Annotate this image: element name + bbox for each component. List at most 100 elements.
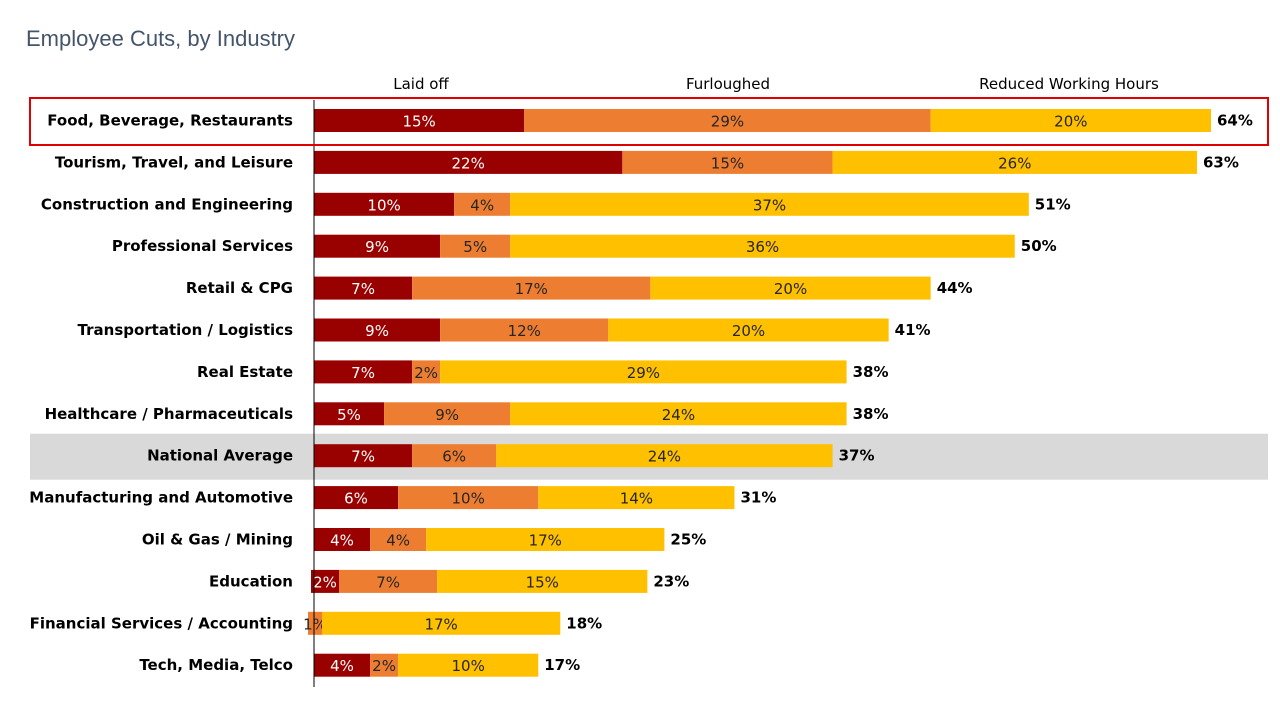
bar-segment <box>384 402 511 426</box>
segment-label: 17% <box>529 532 562 550</box>
segment-label: 24% <box>662 406 695 424</box>
segment-label: 37% <box>753 196 786 214</box>
category-label: Tech, Media, Telco <box>139 656 293 674</box>
segment-label: 7% <box>376 573 400 591</box>
segment-label: 17% <box>424 615 457 633</box>
bar-segment <box>314 318 441 342</box>
segment-label: 9% <box>365 238 389 256</box>
bar-segment <box>412 444 497 468</box>
legend-label-1: Furloughed <box>686 75 770 93</box>
segment-label: 12% <box>508 322 541 340</box>
bar-segment <box>608 318 889 342</box>
bar-segment <box>370 528 427 551</box>
bar-segment <box>437 569 648 593</box>
category-label: Manufacturing and Automotive <box>29 489 293 507</box>
category-label: National Average <box>147 447 293 465</box>
segment-label: 29% <box>627 364 660 382</box>
bar-segment <box>314 192 455 216</box>
bar-segment <box>339 569 438 593</box>
category-label: Financial Services / Accounting <box>30 614 293 632</box>
category-label: Construction and Engineering <box>41 195 293 213</box>
bar-segment <box>314 150 623 174</box>
segment-label: 5% <box>337 406 361 424</box>
legend-label-0: Laid off <box>393 75 449 93</box>
segment-label: 2% <box>414 364 438 382</box>
segment-label: 10% <box>452 490 485 508</box>
bar-segment <box>510 234 1015 258</box>
bar-segment <box>314 360 413 384</box>
segment-label: 4% <box>330 532 354 550</box>
segment-label: 6% <box>344 490 368 508</box>
segment-label: 17% <box>515 280 548 298</box>
segment-label: 4% <box>386 532 410 550</box>
total-label: 44% <box>937 279 973 297</box>
total-label: 63% <box>1203 153 1239 171</box>
chart-title: Employee Cuts, by Industry <box>26 26 296 51</box>
bar-segment <box>322 611 561 635</box>
total-label: 17% <box>544 656 580 674</box>
segment-label: 7% <box>351 448 375 466</box>
segment-label: 6% <box>442 448 466 466</box>
segment-label: 20% <box>1054 113 1087 131</box>
total-label: 50% <box>1021 237 1057 255</box>
bar-segment <box>370 653 399 677</box>
bar-segment <box>412 360 441 384</box>
segment-label: 20% <box>732 322 765 340</box>
bar-segment <box>311 569 340 593</box>
bar-segment <box>314 486 399 510</box>
segment-label: 4% <box>470 196 494 214</box>
bar-segment <box>622 150 833 174</box>
bar-segment <box>398 653 539 677</box>
category-label: Oil & Gas / Mining <box>142 531 293 549</box>
segment-label: 15% <box>711 154 744 172</box>
segment-label: 4% <box>330 657 354 675</box>
bar-segment <box>832 150 1197 174</box>
total-label: 41% <box>895 321 931 339</box>
total-label: 18% <box>566 614 602 632</box>
bar-segment <box>454 192 511 216</box>
segment-label: 15% <box>402 113 435 131</box>
category-label: Transportation / Logistics <box>78 321 294 339</box>
total-label: 38% <box>853 405 889 423</box>
segment-label: 7% <box>351 364 375 382</box>
segment-label: 2% <box>372 657 396 675</box>
bar-segment <box>496 444 833 468</box>
segment-label: 29% <box>711 113 744 131</box>
segment-label: 7% <box>351 280 375 298</box>
bar-segment <box>440 360 847 384</box>
category-label: Healthcare / Pharmaceuticals <box>45 405 294 423</box>
bar-segment <box>314 234 441 258</box>
segment-label: 5% <box>463 238 487 256</box>
highlight-outline <box>29 97 1269 146</box>
segment-label: 26% <box>998 154 1031 172</box>
bar-segment <box>440 318 609 342</box>
category-label: Education <box>209 572 293 590</box>
bar-segment <box>314 444 413 468</box>
bar-segment <box>426 528 665 551</box>
bar-segment <box>510 192 1029 216</box>
category-label: Professional Services <box>112 237 293 255</box>
category-label: Real Estate <box>197 363 293 381</box>
segment-label: 9% <box>365 322 389 340</box>
segment-label: 20% <box>774 280 807 298</box>
bar-segment <box>440 234 511 258</box>
segment-label: 2% <box>313 573 337 591</box>
bar-segment <box>398 486 539 510</box>
bar-segment <box>524 109 931 132</box>
total-label: 25% <box>670 531 706 549</box>
total-label: 38% <box>853 363 889 381</box>
segment-label: 9% <box>435 406 459 424</box>
segment-label: 24% <box>648 448 681 466</box>
total-label: 51% <box>1035 195 1071 213</box>
category-label: Food, Beverage, Restaurants <box>47 112 293 130</box>
segment-label: 10% <box>367 196 400 214</box>
bar-segment <box>314 109 525 132</box>
segment-label: 14% <box>620 490 653 508</box>
segment-label: 15% <box>526 573 559 591</box>
total-label: 23% <box>653 572 689 590</box>
bar-segment <box>314 528 371 551</box>
total-label: 31% <box>740 489 776 507</box>
bar-segment <box>510 402 847 426</box>
bar-segment <box>314 653 371 677</box>
